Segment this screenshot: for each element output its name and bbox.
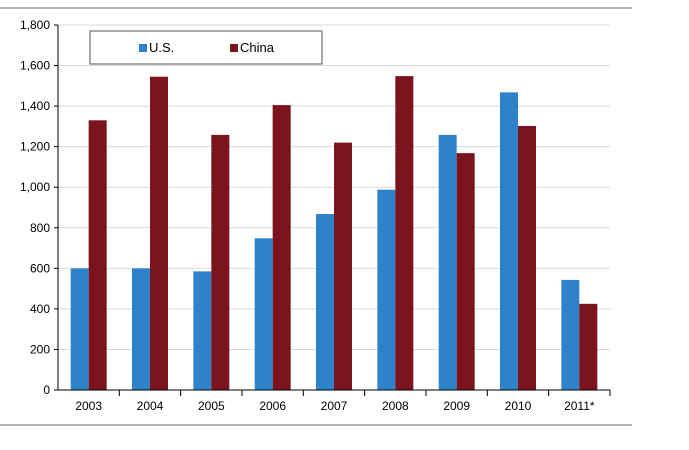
x-tick-label: 2009 bbox=[443, 399, 470, 413]
legend-label-us: U.S. bbox=[149, 40, 174, 55]
bar-us-2010 bbox=[500, 92, 518, 391]
y-tick-label: 0 bbox=[43, 383, 50, 397]
x-tick-label: 2011* bbox=[564, 399, 595, 413]
y-tick-label: 1,000 bbox=[20, 180, 50, 194]
bar-us-2008 bbox=[377, 189, 396, 390]
x-tick-label: 2006 bbox=[259, 399, 286, 413]
x-tick-label: 2007 bbox=[321, 399, 348, 413]
bar-china-2010 bbox=[518, 125, 536, 390]
y-tick-label: 1,800 bbox=[20, 18, 50, 32]
y-tick-labels: 0 200 400 600 800 1,000 1,200 1,400 1,600 1,800 bbox=[20, 18, 50, 397]
bar-china-2006 bbox=[272, 105, 291, 390]
bar-china-2008 bbox=[395, 76, 414, 390]
x-tick-label: 2010 bbox=[505, 399, 532, 413]
y-tick-label: 800 bbox=[30, 221, 50, 235]
y-tick-label: 400 bbox=[30, 302, 50, 316]
legend-swatch-us bbox=[139, 44, 147, 52]
x-tick-label: 2005 bbox=[198, 399, 225, 413]
bar-china-2003 bbox=[88, 120, 107, 391]
bar-china-2009 bbox=[456, 153, 475, 390]
bar-china-2011 bbox=[579, 303, 598, 390]
bar-us-2004 bbox=[132, 268, 150, 390]
y-tick-label: 600 bbox=[30, 261, 50, 275]
bar-china-2004 bbox=[150, 76, 168, 390]
x-tick-label: 2004 bbox=[137, 399, 164, 413]
legend-box bbox=[89, 30, 323, 65]
bar-us-2006 bbox=[254, 238, 273, 390]
y-tick-label: 1,200 bbox=[20, 140, 50, 154]
legend: U.S. China bbox=[89, 30, 323, 65]
bars bbox=[70, 76, 598, 391]
bar-us-2007 bbox=[316, 213, 334, 390]
bar-china-2005 bbox=[211, 134, 230, 390]
x-tick-label: 2008 bbox=[382, 399, 409, 413]
bar-us-2003 bbox=[70, 268, 89, 390]
legend-swatch-china bbox=[230, 44, 238, 52]
x-tick-label: 2003 bbox=[75, 399, 102, 413]
axes bbox=[57, 25, 610, 391]
y-tick-label: 1,400 bbox=[20, 99, 50, 113]
x-tick-labels: 2003 2004 2005 2006 2007 2008 2009 2010 2011* bbox=[75, 390, 611, 413]
bar-china-2007 bbox=[334, 142, 352, 390]
bar-us-2009 bbox=[438, 134, 457, 390]
bar-us-2005 bbox=[193, 271, 212, 390]
y-tick-label: 1,600 bbox=[20, 59, 50, 73]
y-tick-label: 200 bbox=[30, 342, 50, 356]
bar-us-2011 bbox=[561, 279, 580, 390]
legend-label-china: China bbox=[240, 40, 275, 55]
